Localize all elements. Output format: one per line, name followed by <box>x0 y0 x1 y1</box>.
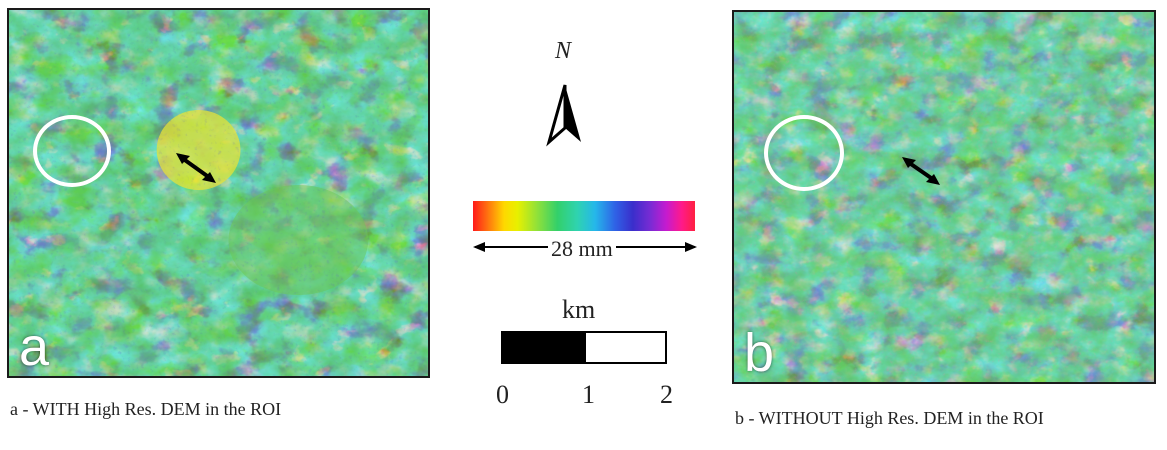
scalebar-segment-black <box>503 333 584 362</box>
interferogram-image-b <box>734 12 1154 382</box>
scalebar-unit: km <box>562 295 596 324</box>
double-arrow-icon <box>176 153 216 183</box>
roi-circle <box>764 115 844 191</box>
interferogram-panel-a: a <box>7 8 430 378</box>
interferogram-image-a <box>9 10 428 376</box>
scalebar-tick-0: 0 <box>496 380 509 409</box>
caption-b: b - WITHOUT High Res. DEM in the ROI <box>735 408 1044 428</box>
north-arrow-icon <box>546 84 581 147</box>
interferogram-panel-b: b <box>732 10 1156 384</box>
north-label: N <box>555 38 572 64</box>
panel-letter-b: b <box>744 323 775 383</box>
caption-a: a - WITH High Res. DEM in the ROI <box>10 399 282 419</box>
scalebar <box>501 331 667 364</box>
colorbar <box>473 201 695 231</box>
double-arrow-icon <box>902 157 940 185</box>
scalebar-tick-2: 2 <box>660 380 673 409</box>
scalebar-tick-1: 1 <box>582 380 595 409</box>
panel-letter-a: a <box>19 317 50 377</box>
colorbar-label: 28 mm <box>548 236 616 262</box>
roi-circle <box>33 115 111 187</box>
scalebar-segment-white <box>584 333 665 362</box>
